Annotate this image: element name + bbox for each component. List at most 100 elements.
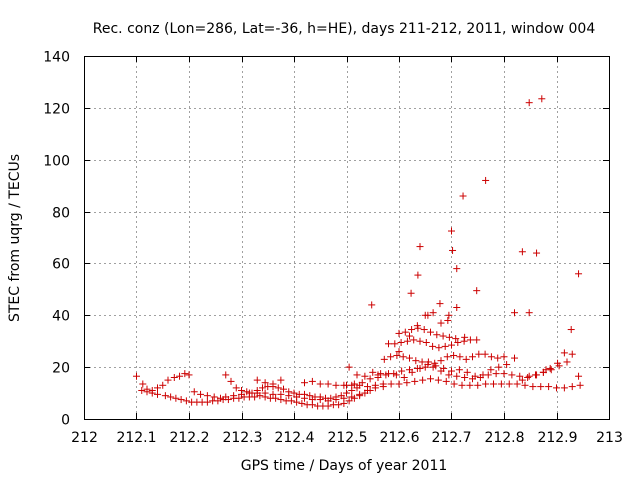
data-point [435, 344, 443, 352]
data-point [345, 363, 353, 371]
data-point [261, 389, 269, 397]
data-point [410, 336, 418, 344]
data-point [391, 340, 399, 348]
data-point [403, 379, 411, 387]
data-point [445, 371, 453, 379]
data-point [197, 390, 205, 398]
data-point [481, 350, 489, 358]
data-point [497, 380, 505, 388]
data-point [399, 353, 407, 361]
data-point [412, 357, 420, 365]
data-point [379, 380, 387, 388]
data-point [454, 339, 462, 347]
x-tick-label: 212.7 [431, 430, 471, 446]
data-point [181, 370, 189, 378]
data-point [441, 342, 449, 350]
data-point [516, 372, 524, 380]
data-point [487, 353, 495, 361]
data-point [335, 401, 343, 409]
data-point [277, 390, 285, 398]
data-point [418, 358, 426, 366]
data-point [222, 393, 230, 401]
x-tick-label: 212.2 [169, 430, 209, 446]
data-point [414, 271, 422, 279]
data-point [437, 319, 445, 327]
data-point [503, 361, 511, 369]
data-point [343, 381, 350, 389]
data-point [385, 340, 392, 348]
data-point [369, 368, 377, 376]
y-tick-label: 80 [52, 206, 70, 222]
data-point [482, 176, 490, 184]
data-point [450, 351, 458, 359]
data-point [440, 364, 448, 372]
data-point [133, 372, 140, 380]
data-point [538, 95, 546, 103]
data-point [511, 309, 518, 317]
data-point [393, 351, 401, 359]
data-point [433, 331, 441, 339]
data-point [361, 372, 369, 380]
data-point [316, 380, 324, 388]
x-tick-label: 213 [596, 430, 623, 446]
data-point [463, 368, 471, 376]
data-point [416, 337, 424, 345]
data-point [298, 399, 306, 407]
data-point [251, 393, 259, 401]
data-point [238, 386, 245, 394]
data-point [431, 359, 439, 367]
data-points [133, 95, 584, 410]
y-tick-label: 120 [43, 102, 70, 118]
data-point [407, 289, 415, 297]
data-point [460, 337, 468, 345]
data-point [443, 353, 451, 361]
data-point [525, 309, 533, 317]
data-point [419, 376, 427, 384]
data-point [400, 374, 408, 382]
x-axis-label: GPS time / Days of year 2011 [241, 458, 448, 474]
data-point [272, 394, 280, 402]
data-point [269, 390, 277, 398]
data-point [436, 300, 444, 308]
data-point [500, 353, 508, 361]
data-point [505, 380, 513, 388]
data-point [450, 380, 458, 388]
x-tick-label: 212.8 [484, 430, 524, 446]
data-point [253, 376, 261, 384]
y-tick-label: 40 [52, 309, 70, 325]
data-point [177, 396, 185, 404]
data-point [164, 376, 172, 384]
data-point [479, 371, 487, 379]
data-point [575, 270, 583, 278]
data-point [327, 394, 335, 402]
data-point [524, 374, 532, 382]
data-point [416, 364, 424, 372]
data-point [301, 390, 308, 398]
data-point [353, 371, 361, 379]
data-point [568, 350, 576, 358]
data-point [518, 248, 526, 256]
data-point [230, 392, 238, 400]
data-point [511, 354, 518, 362]
data-point [494, 354, 502, 362]
data-point [537, 383, 545, 391]
data-point [529, 383, 537, 391]
data-point [553, 384, 560, 392]
y-tick-label: 0 [61, 413, 70, 429]
data-point [316, 393, 324, 401]
data-point [287, 397, 295, 405]
x-tick-label: 212.4 [274, 430, 314, 446]
data-point [411, 377, 419, 385]
data-point [395, 380, 403, 388]
y-tick-label: 20 [52, 361, 70, 377]
data-point [387, 353, 395, 361]
data-point [475, 350, 483, 358]
data-point [525, 99, 533, 107]
data-point [434, 376, 442, 384]
data-point [466, 336, 474, 344]
data-point [385, 370, 392, 378]
data-point [448, 367, 455, 375]
data-point [445, 333, 453, 341]
data-point [487, 366, 495, 374]
